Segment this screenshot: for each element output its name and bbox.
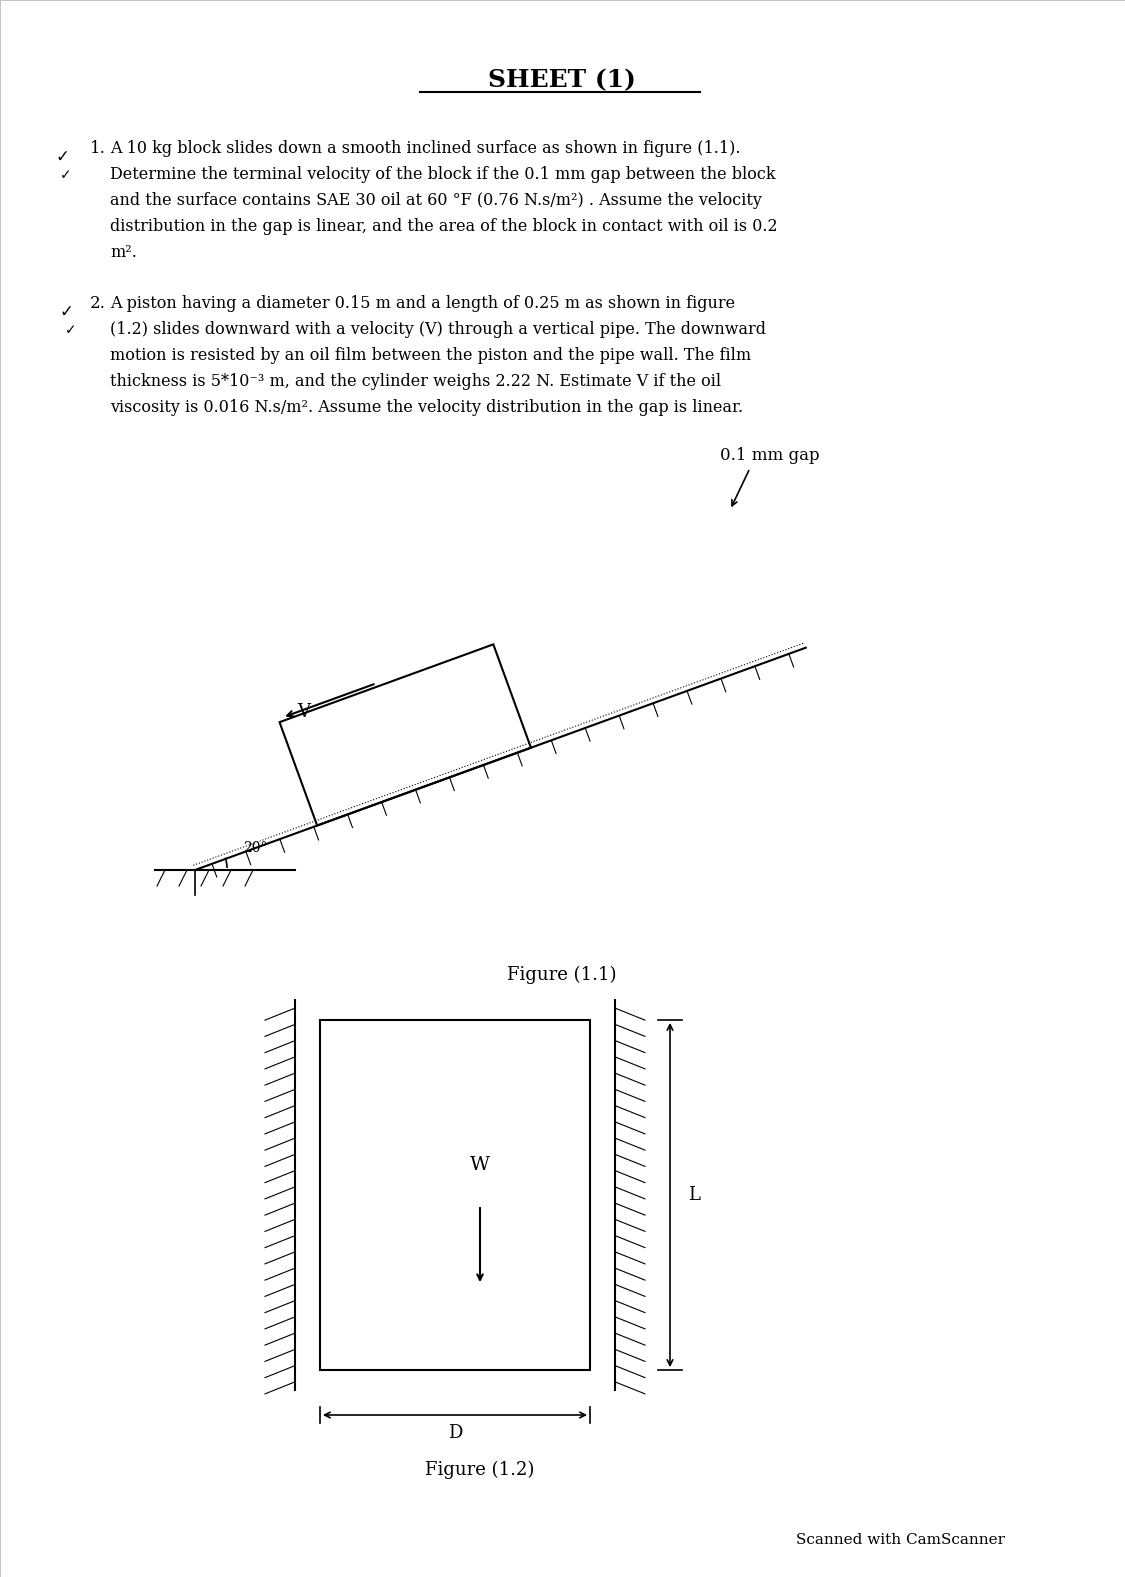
Text: V: V <box>297 703 310 721</box>
Text: Determine the terminal velocity of the block if the 0.1 mm gap between the block: Determine the terminal velocity of the b… <box>110 166 775 183</box>
Text: ✓: ✓ <box>65 323 76 337</box>
Text: 0.1 mm gap: 0.1 mm gap <box>720 446 820 464</box>
Text: A 10 kg block slides down a smooth inclined surface as shown in figure (1.1).: A 10 kg block slides down a smooth incli… <box>110 140 740 158</box>
Text: thickness is 5*10⁻³ m, and the cylinder weighs 2.22 N. Estimate V if the oil: thickness is 5*10⁻³ m, and the cylinder … <box>110 374 721 390</box>
Text: W: W <box>470 1156 490 1173</box>
Text: Scanned with CamScanner: Scanned with CamScanner <box>795 1533 1005 1547</box>
Text: D: D <box>448 1424 462 1441</box>
Text: ✓: ✓ <box>60 303 74 322</box>
Text: viscosity is 0.016 N.s/m². Assume the velocity distribution in the gap is linear: viscosity is 0.016 N.s/m². Assume the ve… <box>110 399 744 416</box>
Text: (1.2) slides downward with a velocity (V) through a vertical pipe. The downward: (1.2) slides downward with a velocity (V… <box>110 322 766 337</box>
Text: m².: m². <box>110 244 137 262</box>
Text: ✓: ✓ <box>60 169 72 181</box>
Text: ✓: ✓ <box>55 148 69 166</box>
Text: L: L <box>688 1186 700 1203</box>
Text: motion is resisted by an oil film between the piston and the pipe wall. The film: motion is resisted by an oil film betwee… <box>110 347 752 364</box>
Text: SHEET (1): SHEET (1) <box>488 68 636 91</box>
Text: and the surface contains SAE 30 oil at 60 °F (0.76 N.s/m²) . Assume the velocity: and the surface contains SAE 30 oil at 6… <box>110 192 762 210</box>
Text: A piston having a diameter 0.15 m and a length of 0.25 m as shown in figure: A piston having a diameter 0.15 m and a … <box>110 295 735 312</box>
Text: 1.: 1. <box>90 140 106 158</box>
Text: distribution in the gap is linear, and the area of the block in contact with oil: distribution in the gap is linear, and t… <box>110 218 777 235</box>
Text: 20°: 20° <box>243 841 268 855</box>
Text: 2.: 2. <box>90 295 106 312</box>
Text: Figure (1.2): Figure (1.2) <box>425 1460 534 1479</box>
Text: Figure (1.1): Figure (1.1) <box>507 965 616 984</box>
